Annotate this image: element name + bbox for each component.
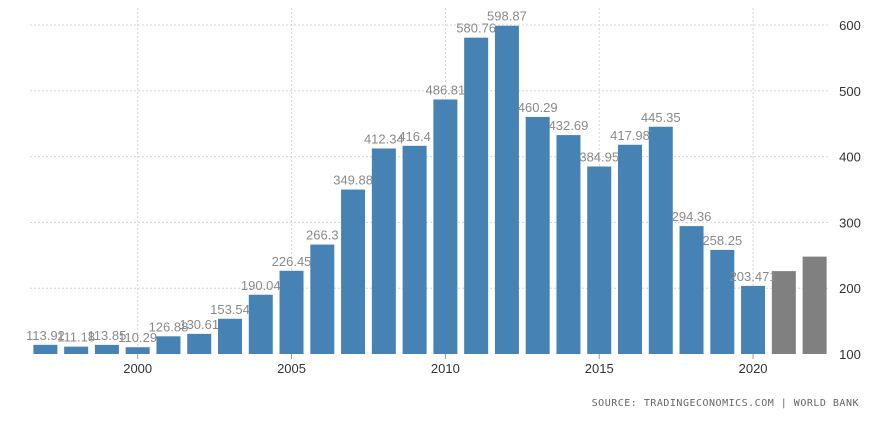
bar-2014 (556, 135, 581, 354)
data-label-2012: 598.87 (487, 9, 527, 24)
y-tick-label: 300 (839, 215, 861, 230)
bar-2010 (433, 99, 458, 354)
data-label-2018: 294.36 (672, 209, 712, 224)
bar-1999 (94, 344, 119, 354)
data-label-2020: 203.471 (730, 269, 777, 284)
bar-2022 (802, 256, 827, 354)
data-label-2014: 432.69 (549, 118, 589, 133)
bar-1998 (64, 346, 89, 354)
bar-2021 (771, 271, 796, 354)
y-tick-label: 200 (839, 281, 861, 296)
chart-value-labels: 113.92111.18113.85110.29126.88130.61153.… (26, 9, 777, 345)
data-label-2001: 126.88 (149, 319, 189, 334)
data-label-2003: 153.54 (210, 302, 250, 317)
data-label-2009: 416.4 (398, 129, 431, 144)
bar-2002 (187, 333, 212, 354)
x-tick-label: 2000 (123, 361, 152, 376)
x-tick-label: 2005 (277, 361, 306, 376)
bar-2009 (402, 145, 427, 354)
chart-bars (33, 25, 827, 355)
bar-2013 (525, 116, 550, 355)
data-label-2011: 580.76 (456, 21, 496, 36)
bar-2015 (587, 166, 612, 354)
bar-2004 (248, 294, 273, 354)
y-tick-label: 500 (839, 84, 861, 99)
x-axis: 2000 2005 2010 2015 2020 (123, 354, 768, 376)
y-tick-label: 600 (839, 18, 861, 33)
data-label-2015: 384.95 (579, 150, 619, 165)
bar-2008 (371, 148, 396, 354)
bar-2012 (494, 25, 519, 355)
data-label-2017: 445.35 (641, 110, 681, 125)
data-label-2004: 190.04 (241, 278, 281, 293)
data-label-1999: 113.85 (88, 328, 127, 343)
chart-grid (30, 8, 830, 354)
source-note: SOURCE: TRADINGECONOMICS.COM | WORLD BAN… (591, 398, 859, 409)
y-axis: 100 200 300 400 500 600 (839, 18, 861, 362)
y-tick-label: 400 (839, 150, 861, 165)
data-label-2016: 417.98 (610, 128, 650, 143)
bar-2011 (464, 37, 489, 355)
data-label-2008: 412.34 (364, 131, 404, 146)
x-tick-label: 2015 (585, 361, 614, 376)
bar-2000 (125, 347, 150, 354)
data-label-2000: 110.29 (118, 330, 157, 345)
data-label-2005: 226.45 (272, 254, 312, 269)
data-label-2006: 266.3 (306, 228, 339, 243)
bar-2006 (310, 244, 335, 354)
bar-2020 (741, 285, 766, 354)
bar-2019 (710, 249, 735, 354)
bar-2007 (341, 189, 366, 354)
data-label-1997: 113.92 (26, 328, 65, 343)
data-label-2019: 258.25 (702, 233, 742, 248)
data-label-1998: 111.18 (57, 330, 95, 345)
y-tick-label: 100 (839, 347, 861, 362)
x-tick-label: 2010 (431, 361, 460, 376)
bar-2016 (618, 144, 642, 354)
x-tick-label: 2020 (739, 361, 768, 376)
bar-2017 (648, 126, 673, 354)
data-label-2002: 130.61 (179, 317, 219, 332)
data-label-2007: 349.88 (333, 173, 373, 188)
bar-2018 (679, 226, 704, 354)
bar-2005 (279, 270, 304, 354)
bar-2003 (218, 318, 242, 354)
bar-2001 (156, 336, 181, 354)
data-label-2010: 486.81 (426, 82, 466, 97)
data-label-2013: 460.29 (518, 100, 558, 115)
bar-1997 (33, 344, 58, 354)
